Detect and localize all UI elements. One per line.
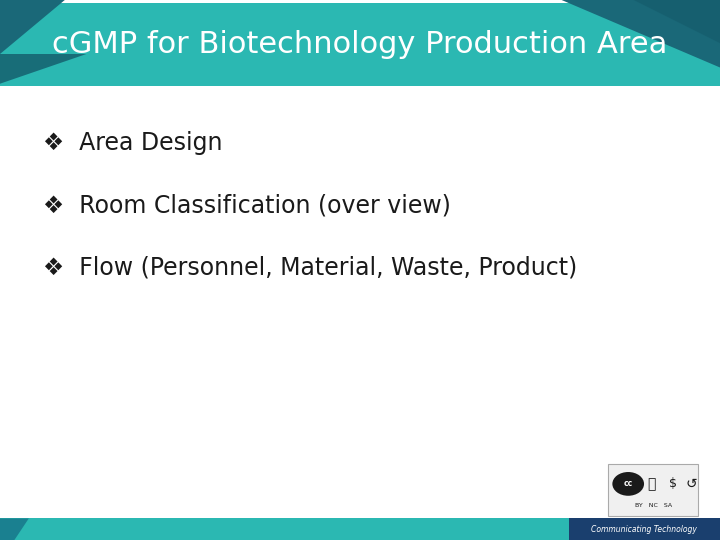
Text: ❖  Flow (Personnel, Material, Waste, Product): ❖ Flow (Personnel, Material, Waste, Prod… (43, 255, 577, 279)
Text: ❖  Area Design: ❖ Area Design (43, 131, 222, 155)
Text: ❖  Room Classification (over view): ❖ Room Classification (over view) (43, 193, 451, 217)
Text: cGMP for Biotechnology Production Area: cGMP for Biotechnology Production Area (53, 30, 667, 59)
Circle shape (612, 472, 644, 496)
Text: BY   NC   SA: BY NC SA (635, 503, 672, 508)
Polygon shape (0, 54, 86, 84)
Polygon shape (562, 0, 720, 68)
Polygon shape (0, 0, 65, 54)
Text: Communicating Technology: Communicating Technology (591, 525, 698, 534)
Polygon shape (634, 0, 720, 43)
Bar (569, 518, 720, 540)
Text: ⓘ: ⓘ (647, 477, 656, 491)
Text: cc: cc (624, 480, 633, 488)
Polygon shape (0, 518, 29, 540)
Text: $: $ (669, 477, 678, 490)
Bar (608, 464, 698, 516)
Bar (0, 518, 720, 540)
Text: ↺: ↺ (685, 477, 697, 491)
Bar (0, 3, 720, 86)
